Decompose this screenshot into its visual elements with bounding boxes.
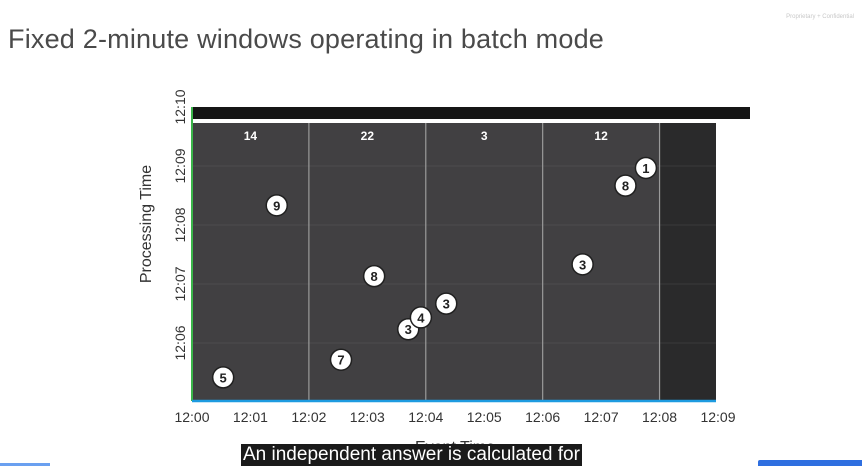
x-tick-label: 12:04 (408, 409, 443, 425)
data-point-label: 7 (337, 353, 344, 368)
data-point-label: 8 (371, 269, 378, 284)
batch-band (659, 119, 716, 401)
y-tick-label: 12:08 (172, 207, 188, 242)
data-point-label: 4 (417, 310, 425, 325)
accent-bar (758, 460, 862, 466)
data-point-label: 3 (579, 257, 586, 272)
data-point-label: 3 (405, 322, 412, 337)
data-point (362, 264, 386, 288)
left-accent-bar (0, 463, 50, 466)
window-total-label: 22 (361, 129, 375, 143)
window-total-label: 12 (594, 129, 608, 143)
x-tick-label: 12:00 (174, 409, 209, 425)
x-tick-label: 12:02 (291, 409, 326, 425)
x-tick-label: 12:05 (467, 409, 502, 425)
data-point-label: 3 (443, 297, 450, 312)
video-caption: An independent answer is calculated for (241, 444, 582, 466)
window-total-label: 14 (244, 129, 258, 143)
data-point-label: 5 (220, 370, 227, 385)
y-tick-label: 12:06 (172, 325, 188, 360)
data-point (265, 194, 288, 217)
x-tick-label: 12:08 (642, 409, 677, 425)
frontier-strip (192, 119, 716, 123)
data-point (571, 253, 594, 276)
data-point-label: 8 (622, 179, 629, 194)
data-point-label: 1 (642, 161, 649, 176)
data-point (409, 306, 433, 329)
x-tick-label: 12:09 (700, 409, 735, 425)
corner-note: Proprietary + Confidential (786, 14, 854, 20)
data-point (329, 348, 353, 371)
data-point (614, 174, 637, 197)
processing-frontier-bar (192, 107, 750, 119)
x-tick-label: 12:07 (584, 409, 619, 425)
data-point (634, 156, 658, 180)
x-tick-label: 12:06 (525, 409, 560, 425)
y-tick-label: 12:09 (172, 148, 188, 183)
plot-area (192, 119, 716, 401)
x-tick-label: 12:03 (350, 409, 385, 425)
y-tick-label: 12:07 (172, 266, 188, 301)
window-total-label: 3 (481, 129, 488, 143)
data-point (211, 366, 235, 389)
page-title: Fixed 2-minute windows operating in batc… (8, 24, 605, 54)
data-point-label: 9 (273, 198, 280, 213)
x-tick-label: 12:01 (233, 409, 268, 425)
y-axis-title: Processing Time (138, 165, 155, 283)
y-tick-label: 12:10 (172, 89, 188, 124)
data-point (434, 292, 458, 315)
